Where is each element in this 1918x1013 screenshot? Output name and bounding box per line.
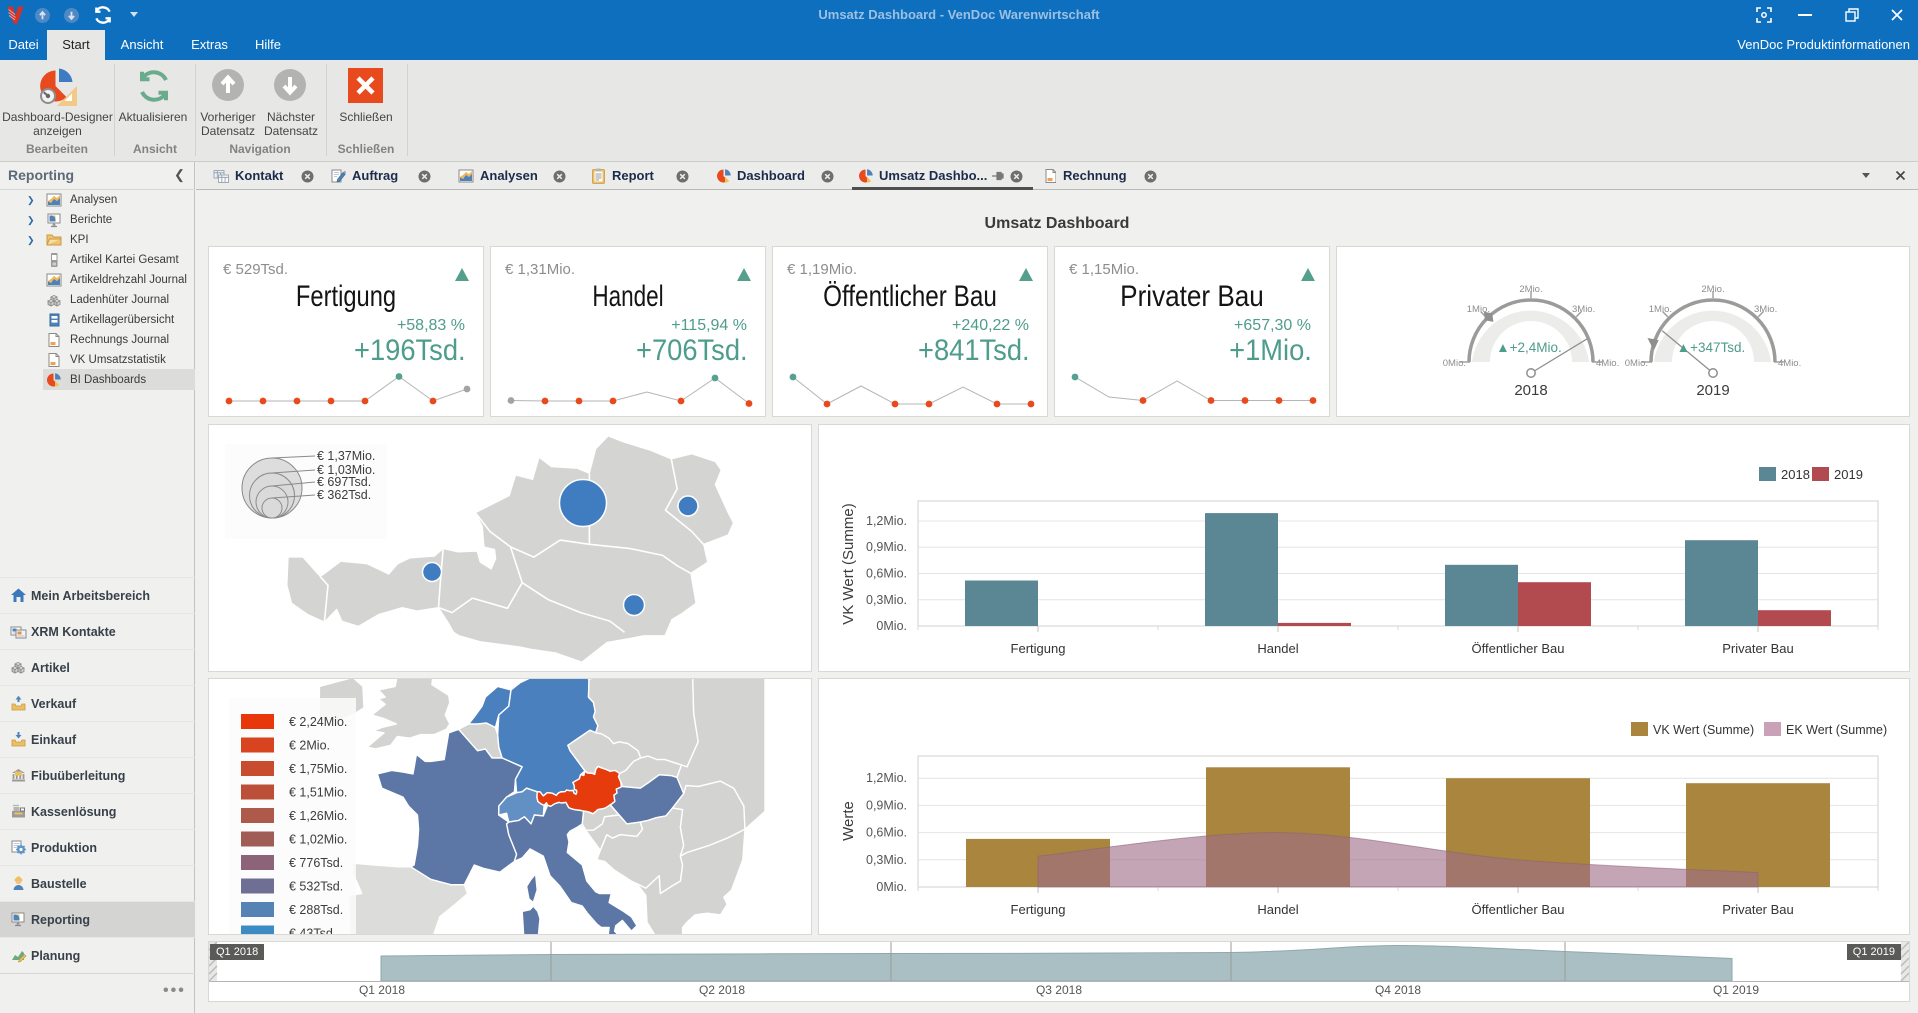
svg-text:€ 697Tsd.: € 697Tsd. — [317, 475, 371, 489]
svg-text:2018: 2018 — [1781, 467, 1810, 482]
svg-text:€ 1,26Mio.: € 1,26Mio. — [289, 809, 347, 823]
svg-text:▲+347Tsd.: ▲+347Tsd. — [1677, 340, 1746, 355]
svg-text:0Mio.: 0Mio. — [1443, 358, 1466, 369]
svg-text:2Mio.: 2Mio. — [1519, 284, 1542, 295]
svg-text:€ 288Tsd.: € 288Tsd. — [289, 903, 343, 917]
svg-text:€ 532Tsd.: € 532Tsd. — [289, 880, 343, 894]
svg-text:€ 2Mio.: € 2Mio. — [289, 739, 330, 753]
svg-text:Q4 2018: Q4 2018 — [1375, 983, 1421, 997]
svg-text:€ 776Tsd.: € 776Tsd. — [289, 856, 343, 870]
svg-text:0,6Mio.: 0,6Mio. — [866, 567, 907, 581]
svg-text:Q2 2018: Q2 2018 — [699, 983, 745, 997]
svg-text:VK Wert (Summe): VK Wert (Summe) — [1653, 723, 1754, 737]
svg-text:Q1 2019: Q1 2019 — [1713, 983, 1759, 997]
svg-text:0,6Mio.: 0,6Mio. — [866, 826, 907, 840]
svg-text:2Mio.: 2Mio. — [1701, 284, 1724, 295]
svg-text:€ 1,03Mio.: € 1,03Mio. — [317, 463, 375, 477]
svg-text:1Mio.: 1Mio. — [1649, 304, 1672, 315]
svg-text:Öffentlicher Bau: Öffentlicher Bau — [1472, 902, 1565, 917]
svg-text:2019: 2019 — [1696, 382, 1729, 399]
svg-text:Fertigung: Fertigung — [1011, 641, 1066, 656]
svg-text:4Mio.: 4Mio. — [1778, 358, 1801, 369]
svg-text:0,9Mio.: 0,9Mio. — [866, 540, 907, 554]
svg-text:1,2Mio.: 1,2Mio. — [866, 514, 907, 528]
svg-text:0Mio.: 0Mio. — [876, 619, 907, 633]
svg-text:€ 43Tsd.: € 43Tsd. — [289, 927, 336, 935]
svg-text:1Mio.: 1Mio. — [1467, 304, 1490, 315]
svg-text:1,2Mio.: 1,2Mio. — [866, 771, 907, 785]
svg-text:Handel: Handel — [1257, 902, 1298, 917]
svg-text:3Mio.: 3Mio. — [1754, 304, 1777, 315]
svg-text:2019: 2019 — [1834, 467, 1863, 482]
svg-text:0,9Mio.: 0,9Mio. — [866, 798, 907, 812]
svg-text:0,3Mio.: 0,3Mio. — [866, 853, 907, 867]
svg-text:Privater Bau: Privater Bau — [1722, 641, 1794, 656]
svg-text:€ 362Tsd.: € 362Tsd. — [317, 488, 371, 502]
svg-text:Privater Bau: Privater Bau — [1722, 902, 1794, 917]
svg-text:0Mio.: 0Mio. — [1625, 358, 1648, 369]
svg-text:VK Wert (Summe): VK Wert (Summe) — [840, 503, 857, 624]
svg-text:€ 1,02Mio.: € 1,02Mio. — [289, 833, 347, 847]
svg-text:Handel: Handel — [1257, 641, 1298, 656]
svg-text:Fertigung: Fertigung — [1011, 902, 1066, 917]
svg-text:€ 1,51Mio.: € 1,51Mio. — [289, 786, 347, 800]
svg-text:2018: 2018 — [1514, 382, 1547, 399]
svg-text:0Mio.: 0Mio. — [876, 880, 907, 894]
svg-text:4Mio.: 4Mio. — [1596, 358, 1619, 369]
svg-text:Öffentlicher Bau: Öffentlicher Bau — [1472, 641, 1565, 656]
svg-text:€ 2,24Mio.: € 2,24Mio. — [289, 715, 347, 729]
svg-text:▲+2,4Mio.: ▲+2,4Mio. — [1496, 340, 1562, 355]
svg-text:0,3Mio.: 0,3Mio. — [866, 593, 907, 607]
svg-text:Q3 2018: Q3 2018 — [1036, 983, 1082, 997]
svg-text:EK Wert (Summe): EK Wert (Summe) — [1786, 723, 1887, 737]
svg-text:3Mio.: 3Mio. — [1572, 304, 1595, 315]
svg-text:€ 1,37Mio.: € 1,37Mio. — [317, 449, 375, 463]
svg-text:Werte: Werte — [840, 801, 857, 841]
svg-text:Q1 2018: Q1 2018 — [359, 983, 405, 997]
svg-text:€ 1,75Mio.: € 1,75Mio. — [289, 762, 347, 776]
